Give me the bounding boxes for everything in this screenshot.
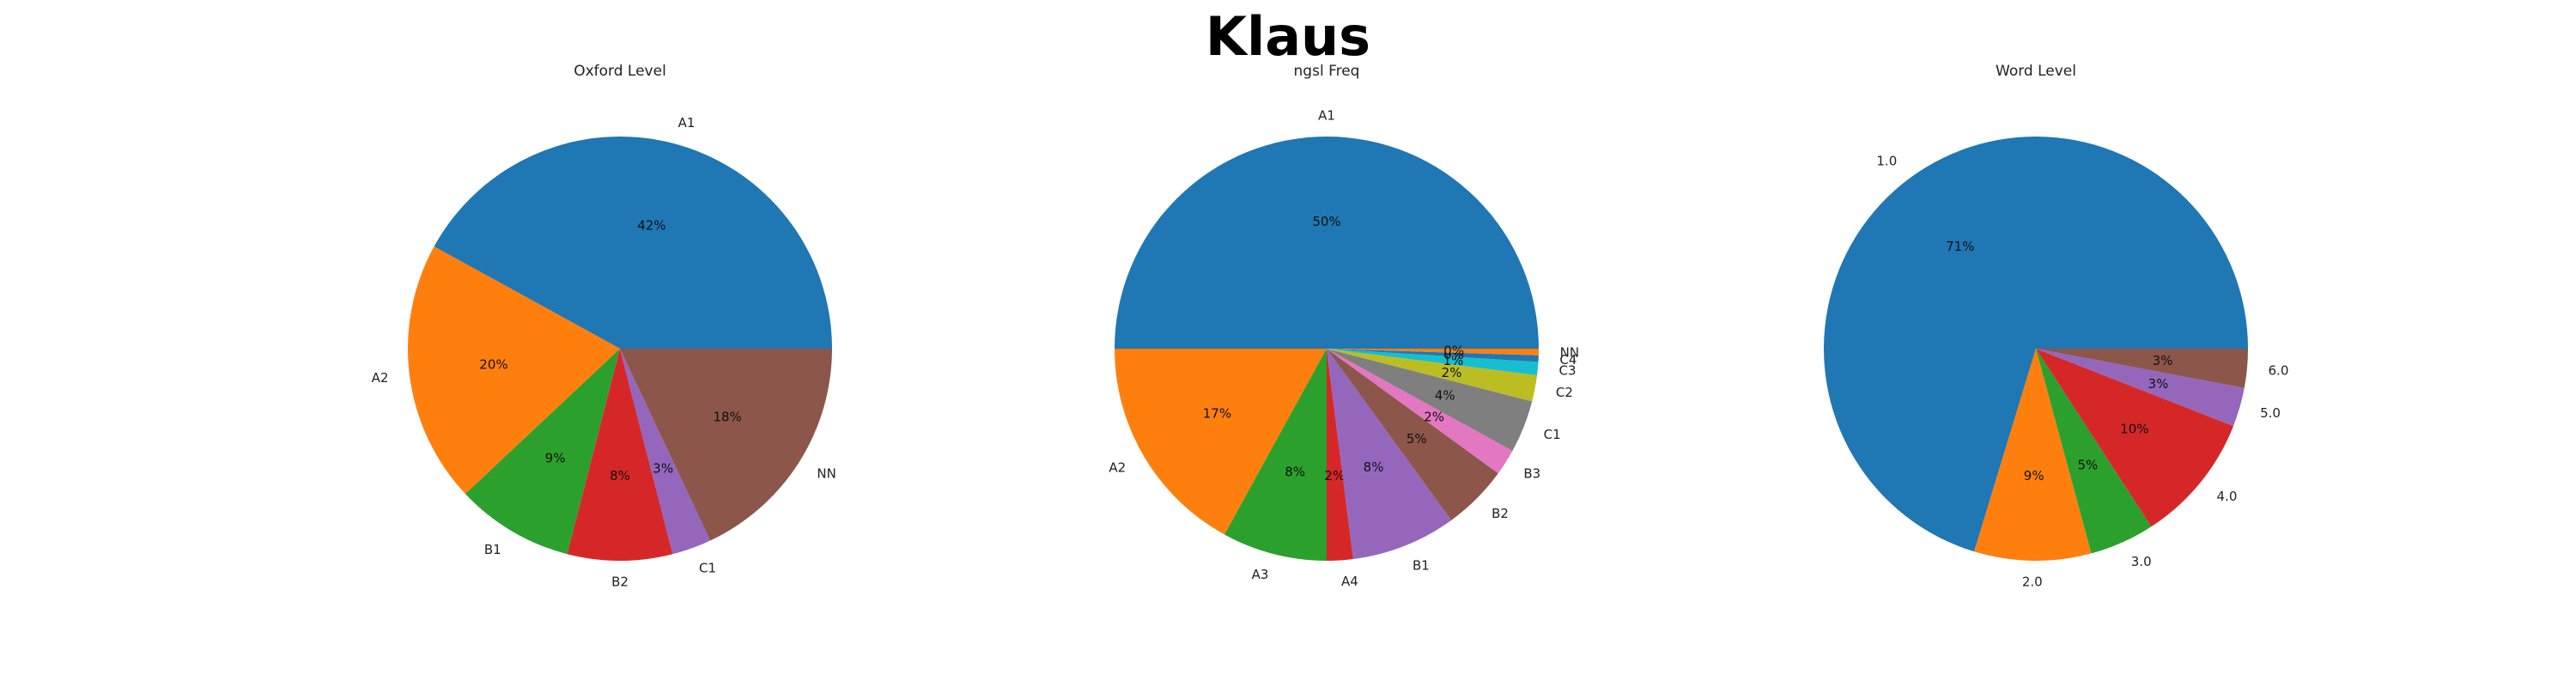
pie-slice-5-0 — [2036, 349, 2245, 427]
slice-percent-b1: 9% — [545, 451, 566, 466]
slice-percent-1-0: 71% — [1946, 239, 1974, 254]
pie-slice-b1 — [465, 349, 620, 555]
pie-title: Oxford Level — [574, 63, 666, 80]
slice-percent-a2: 20% — [479, 357, 507, 373]
pie-slice-c2 — [1327, 349, 1538, 402]
pie-slice-2-0 — [1974, 349, 2092, 561]
slice-label-a4: A4 — [1341, 574, 1358, 589]
slice-label-b3: B3 — [1523, 466, 1540, 482]
slice-percent-a2: 17% — [1203, 405, 1231, 421]
slice-label-b2: B2 — [611, 575, 629, 590]
slice-label-b1: B1 — [484, 542, 501, 557]
slice-label-b2: B2 — [1492, 506, 1509, 521]
pie-slice-b2 — [567, 349, 673, 562]
pie-slice-c1 — [620, 349, 711, 555]
pie-slice-nn — [1327, 349, 1539, 356]
slice-label-a2: A2 — [372, 370, 389, 386]
pie-slice-a4 — [1327, 349, 1353, 561]
slice-percent-c1: 4% — [1435, 388, 1455, 404]
slice-percent-4-0: 10% — [2120, 422, 2148, 437]
pie-chart-word-level: Word Level 1.0 71% 2.0 9% 3.0 5% 4.0 10% 5.0 3% 6.0… — [1823, 63, 2289, 590]
slice-label-a2: A2 — [1109, 459, 1126, 475]
slice-percent-nn: 0% — [1443, 343, 1464, 358]
slice-percent-a4: 2% — [1324, 468, 1345, 483]
pie-title: ngsl Freq — [1294, 63, 1360, 80]
slice-label-5-0: 5.0 — [2260, 405, 2281, 421]
pie-slice-b3 — [1327, 349, 1513, 474]
slice-label-b1: B1 — [1413, 558, 1430, 574]
slice-label-3-0: 3.0 — [2131, 554, 2152, 569]
figure-title: Klaus — [1205, 5, 1371, 68]
pie-slice-nn — [620, 349, 832, 541]
slice-label-c1: C1 — [1544, 427, 1561, 442]
slice-label-c4: C4 — [1559, 352, 1577, 368]
slice-percent-a3: 8% — [1285, 465, 1305, 480]
pie-slice-a1 — [434, 136, 833, 349]
slice-percent-b1: 8% — [1364, 459, 1384, 475]
slice-label-nn: NN — [1560, 344, 1579, 360]
pie-title: Word Level — [1996, 63, 2076, 80]
pie-slice-c4 — [1327, 349, 1539, 362]
pie-slice-b2 — [1327, 349, 1498, 520]
pie-slice-1-0 — [1823, 136, 2248, 552]
slice-percent-c1: 3% — [653, 460, 673, 476]
slice-percent-c2: 2% — [1442, 365, 1462, 380]
slice-label-a3: A3 — [1252, 567, 1269, 582]
pie-slice-c1 — [1327, 349, 1533, 451]
slice-label-a1: A1 — [678, 115, 696, 131]
slice-label-2-0: 2.0 — [2022, 575, 2043, 590]
slice-percent-5-0: 3% — [2148, 376, 2169, 392]
pie-slice-4-0 — [2036, 349, 2233, 527]
slice-label-c3: C3 — [1558, 363, 1576, 379]
pie-chart-ngsl-freq: ngsl Freq A1 50% A2 17% A3 8% A4 2% B1 8% B2 5% B3 2% C… — [1109, 63, 1579, 589]
pie-slice-6-0 — [2036, 349, 2248, 388]
slice-percent-3-0: 5% — [2078, 457, 2099, 472]
slice-percent-a1: 42% — [637, 217, 665, 233]
slice-percent-b2: 8% — [610, 468, 630, 483]
slice-label-nn: NN — [817, 466, 835, 482]
slice-label-c2: C2 — [1556, 385, 1573, 400]
slice-label-4-0: 4.0 — [2217, 489, 2238, 504]
pie-slice-a1 — [1115, 137, 1539, 349]
pie-slice-a2 — [1115, 349, 1327, 535]
slice-label-c1: C1 — [699, 561, 716, 576]
pie-slice-a3 — [1224, 349, 1327, 561]
slice-label-1-0: 1.0 — [1876, 154, 1897, 169]
slice-percent-nn: 18% — [713, 409, 741, 424]
slice-label-6-0: 6.0 — [2269, 362, 2289, 378]
slice-label-a1: A1 — [1318, 107, 1335, 123]
pie-chart-oxford-level: Oxford Level A1 42% A2 20% B1 9% B2 8% C1 3% NN 18% — [372, 63, 836, 590]
slice-percent-2-0: 9% — [2024, 468, 2044, 483]
slice-percent-b2: 5% — [1406, 431, 1427, 447]
slice-percent-6-0: 3% — [2153, 353, 2173, 368]
pie-slice-b1 — [1327, 349, 1452, 560]
pie-slice-c3 — [1327, 349, 1539, 375]
slice-percent-b3: 2% — [1424, 409, 1444, 424]
pie-slice-a2 — [407, 246, 620, 495]
slice-percent-a1: 50% — [1312, 214, 1340, 229]
pie-slice-3-0 — [2036, 349, 2152, 554]
